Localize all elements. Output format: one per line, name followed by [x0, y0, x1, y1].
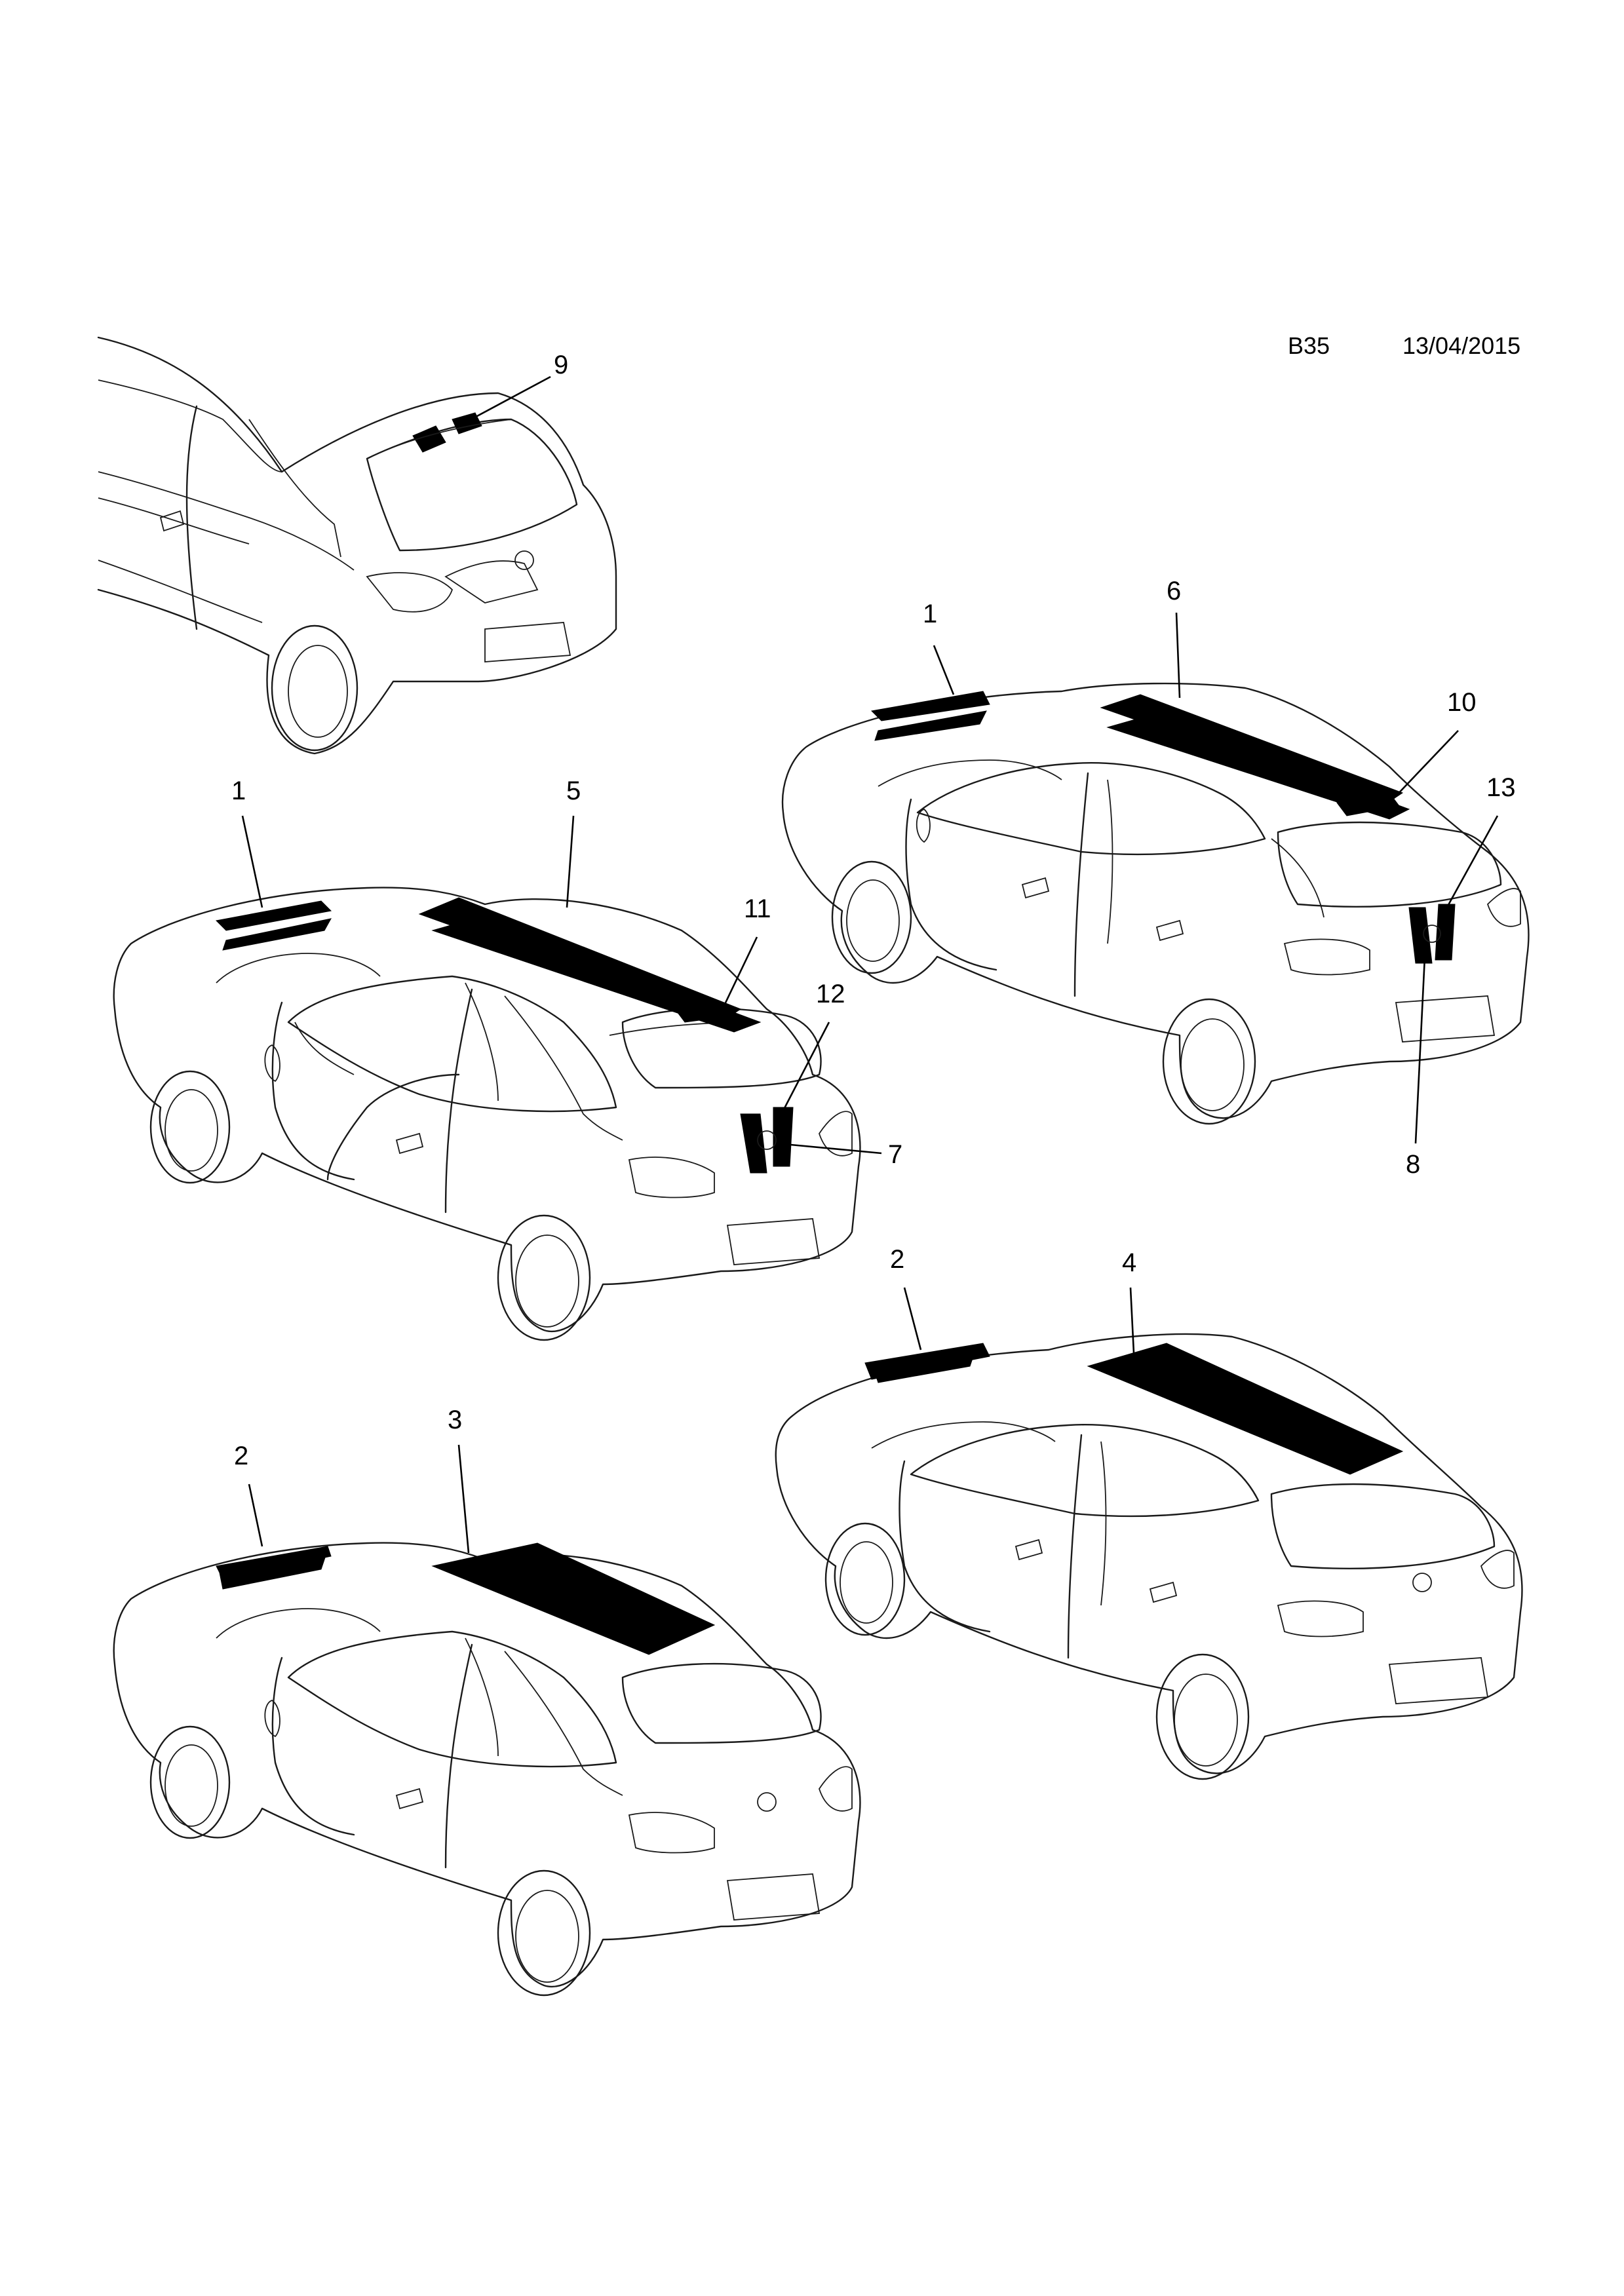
- stripe-roof-3: [431, 1542, 716, 1655]
- callout-4: 4: [1122, 1248, 1136, 1277]
- leader-lines: [241, 375, 1499, 1554]
- callout-8: 8: [1406, 1150, 1420, 1179]
- callout-6: 6: [1167, 577, 1181, 605]
- stripe-roof-4: [1087, 1343, 1404, 1475]
- car-3door-wide-stripe: [113, 1542, 861, 1997]
- car-5door-wide-stripe: [775, 1333, 1523, 1780]
- callout-10: 10: [1447, 688, 1477, 717]
- stripe-tailgate-8: [1408, 907, 1433, 964]
- sheet-date: 13/04/2015: [1402, 332, 1520, 359]
- callout-13: 13: [1486, 773, 1516, 802]
- sheet-code: B35: [1288, 332, 1330, 359]
- car-5door-twin-stripes: [781, 682, 1530, 1125]
- stripe-hood-1: [215, 900, 332, 931]
- callout-2-5door: 2: [890, 1245, 904, 1274]
- car-3door-twin-stripes: [113, 887, 861, 1341]
- stripe-roof-6: [1100, 694, 1404, 807]
- callout-2-3door: 2: [234, 1442, 248, 1470]
- stripe-spoiler-9: [412, 425, 446, 453]
- callout-9: 9: [554, 351, 568, 379]
- callout-1-5door: 1: [923, 600, 937, 628]
- stripe-hood-1-5door: [870, 691, 990, 721]
- callout-12: 12: [816, 980, 845, 1008]
- callout-1-3door: 1: [231, 776, 246, 805]
- car-3door-partial: [97, 336, 617, 755]
- callout-7: 7: [888, 1140, 902, 1169]
- callout-3: 3: [448, 1406, 462, 1434]
- stripe-tailgate-7: [740, 1113, 767, 1174]
- callout-5: 5: [566, 776, 581, 805]
- callout-11: 11: [744, 894, 771, 923]
